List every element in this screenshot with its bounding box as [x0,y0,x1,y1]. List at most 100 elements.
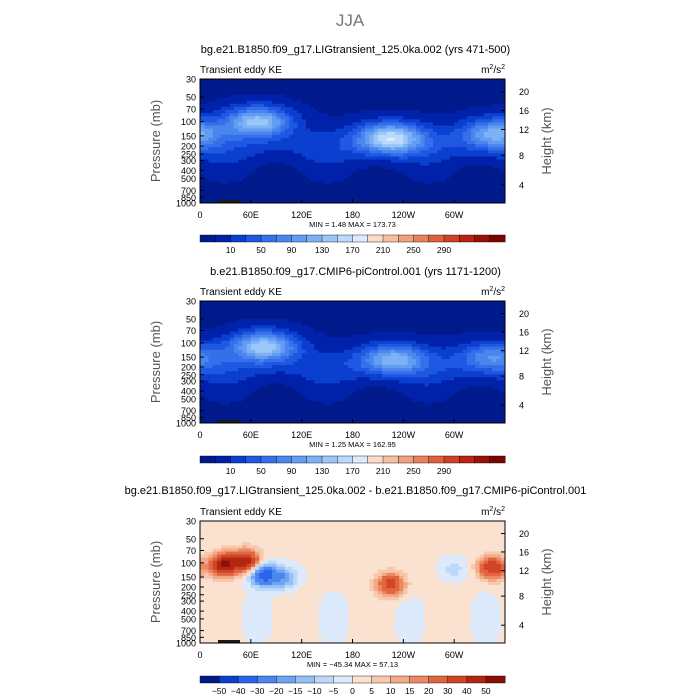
heatmap-cell [352,172,358,176]
heatmap-cell [212,110,218,114]
heatmap-cell [272,313,277,317]
heatmap-cell [411,383,417,387]
heatmap-cell [310,368,315,372]
heatmap-cell [449,153,455,157]
heatmap-cell [322,94,328,98]
heatmap-cell [229,88,235,92]
heatmap-cell [263,122,269,126]
heatmap-cell [390,325,396,329]
heatmap-cell [263,358,269,363]
heatmap-cell [454,368,459,372]
heatmap-cell [225,187,231,191]
heatmap-cell [458,346,464,351]
heatmap-cell [369,340,375,345]
heatmap-cell [284,187,290,191]
heatmap-cell [428,162,434,167]
heatmap-cell [492,85,497,89]
heatmap-cell [314,162,320,167]
heatmap-cell [229,343,235,348]
heatmap-cell [238,199,243,204]
heatmap-cell [432,150,438,154]
heatmap-cell [483,190,489,195]
heatmap-cell [229,380,235,384]
heatmap-cell [445,352,451,357]
heatmap-cell [500,181,506,185]
heatmap-cell [449,371,455,375]
heatmap-cell [238,325,243,329]
heatmap-cell [284,377,290,381]
heatmap-cell [327,313,332,317]
heatmap-cell [428,97,434,102]
heatmap-cell [428,181,434,185]
heatmap-cell [242,196,247,201]
heatmap-cell [344,199,349,204]
heatmap-cell [327,325,332,329]
heatmap-cell [267,328,273,332]
heatmap-cell [305,82,311,86]
heatmap-cell [441,301,447,305]
heatmap-cell [272,141,277,145]
heatmap-cell [424,190,430,195]
heatmap-cell [386,168,392,173]
heatmap-cell [305,313,311,317]
heatmap-cell [335,91,341,95]
heatmap-cell [454,352,459,357]
heatmap-cell [327,172,332,176]
heatmap-cell [488,337,493,342]
heatmap-cell [411,310,417,314]
heatmap-cell [288,79,294,83]
heatmap-cell [246,110,252,114]
heatmap-cell [386,349,392,354]
heatmap-cell [483,340,489,345]
heatmap-cell [246,190,252,195]
heatmap-cell [242,147,247,151]
heatmap-cell [246,88,252,92]
heatmap-cell [496,196,502,201]
heatmap-cell [407,125,413,129]
heatmap-cell [424,100,430,105]
heatmap-cell [276,172,281,176]
heatmap-cell [441,178,447,182]
heatmap-cell [454,313,459,317]
heatmap-cell [246,147,252,151]
heatmap-cell [318,380,324,384]
heatmap-cell [221,131,226,136]
heatmap-cell [263,88,269,92]
heatmap-cell [386,106,392,111]
heatmap-cell [225,165,231,170]
heatmap-cell [386,147,392,151]
heatmap-cell [382,175,387,179]
heatmap-cell [229,128,235,133]
heatmap-cell [411,144,417,148]
heatmap-cell [267,91,273,95]
heatmap-cell [322,79,328,83]
heatmap-cell [293,137,298,142]
heatmap-cell [310,343,315,348]
heatmap-cell [407,199,413,204]
colorbar-swatch [443,234,460,243]
heatmap-cell [327,362,332,366]
heatmap-cell [500,313,506,317]
heatmap-cell [225,325,231,329]
heatmap-cell [475,349,480,354]
heatmap-cell [212,301,218,305]
colorbar-swatch [215,234,232,243]
heatmap-cell [471,91,476,95]
heatmap-cell [233,113,239,117]
heatmap-cell [488,181,493,185]
heatmap-cell [496,190,502,195]
heatmap-cell [471,334,476,338]
heatmap-cell [242,343,247,348]
heatmap-cell [335,144,341,148]
heatmap-cell [331,147,336,151]
heatmap-cell [212,346,218,351]
heatmap-cell [492,343,497,348]
heatmap-cell [327,346,332,351]
heatmap-cell [255,349,260,354]
heatmap-cell [301,172,307,176]
heatmap-cell [373,79,379,83]
heatmap-cell [288,122,294,126]
heatmap-cell [471,190,476,195]
heatmap-cell [441,150,447,154]
heatmap-cell [272,337,277,342]
